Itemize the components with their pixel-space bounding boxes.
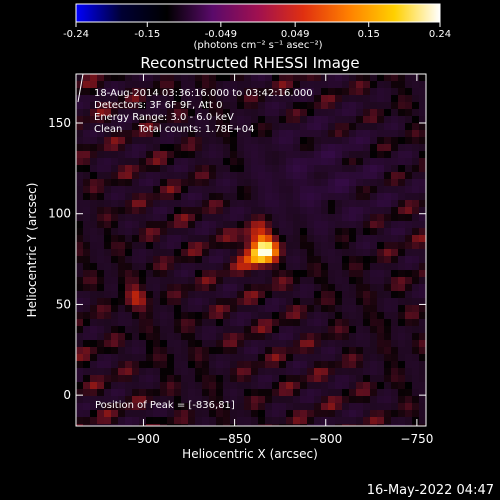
y-tick-label: 100: [48, 207, 71, 221]
annotation-clean: Clean Total counts: 1.78E+04: [94, 124, 254, 135]
annotation-marker: [77, 73, 84, 103]
annotation-time: 18-Aug-2014 03:36:16.000 to 03:42:16.000: [94, 88, 313, 99]
colorbar-tick-label: 0.15: [358, 29, 380, 40]
colorbar-tick-label: -0.15: [134, 29, 160, 40]
colorbar-tick-label: -0.049: [205, 29, 237, 40]
colorbar-tick-label: 0.049: [281, 29, 310, 40]
y-axis: 0 50 100 150: [48, 116, 426, 402]
x-axis: −900 −850 −800 −750: [127, 74, 433, 446]
y-tick-label: 50: [56, 297, 71, 311]
x-tick-label: −850: [218, 432, 251, 446]
colorbar-ticks: -0.24 -0.15 -0.049 0.049 0.15 0.24: [63, 22, 451, 40]
annotation-energy: Energy Range: 3.0 - 6.0 keV: [94, 112, 234, 123]
x-tick-label: −800: [309, 432, 342, 446]
peak-label: Position of Peak = [-836,81]: [95, 400, 235, 411]
y-axis-label: Heliocentric Y (arcsec): [25, 183, 39, 318]
annotation-detectors: Detectors: 3F 6F 9F, Att 0: [94, 100, 222, 111]
x-tick-label: −900: [127, 432, 160, 446]
x-axis-label: Heliocentric X (arcsec): [182, 447, 318, 461]
timestamp: 16-May-2022 04:47: [367, 483, 494, 498]
y-tick-label: 150: [48, 116, 71, 130]
colorbar-tick-label: -0.24: [63, 29, 89, 40]
y-tick-label: 0: [63, 388, 71, 402]
colorbar-tick-label: 0.24: [429, 29, 451, 40]
colorbar: [75, 3, 441, 23]
plot-frame: [75, 73, 427, 427]
colorbar-label: (photons cm⁻² s⁻¹ asec⁻²): [193, 40, 322, 51]
x-tick-label: −750: [400, 432, 433, 446]
heatmap: [76, 74, 426, 426]
chart-title: Reconstructed RHESSI Image: [140, 54, 359, 72]
annotations: 18-Aug-2014 03:36:16.000 to 03:42:16.000…: [94, 88, 313, 135]
